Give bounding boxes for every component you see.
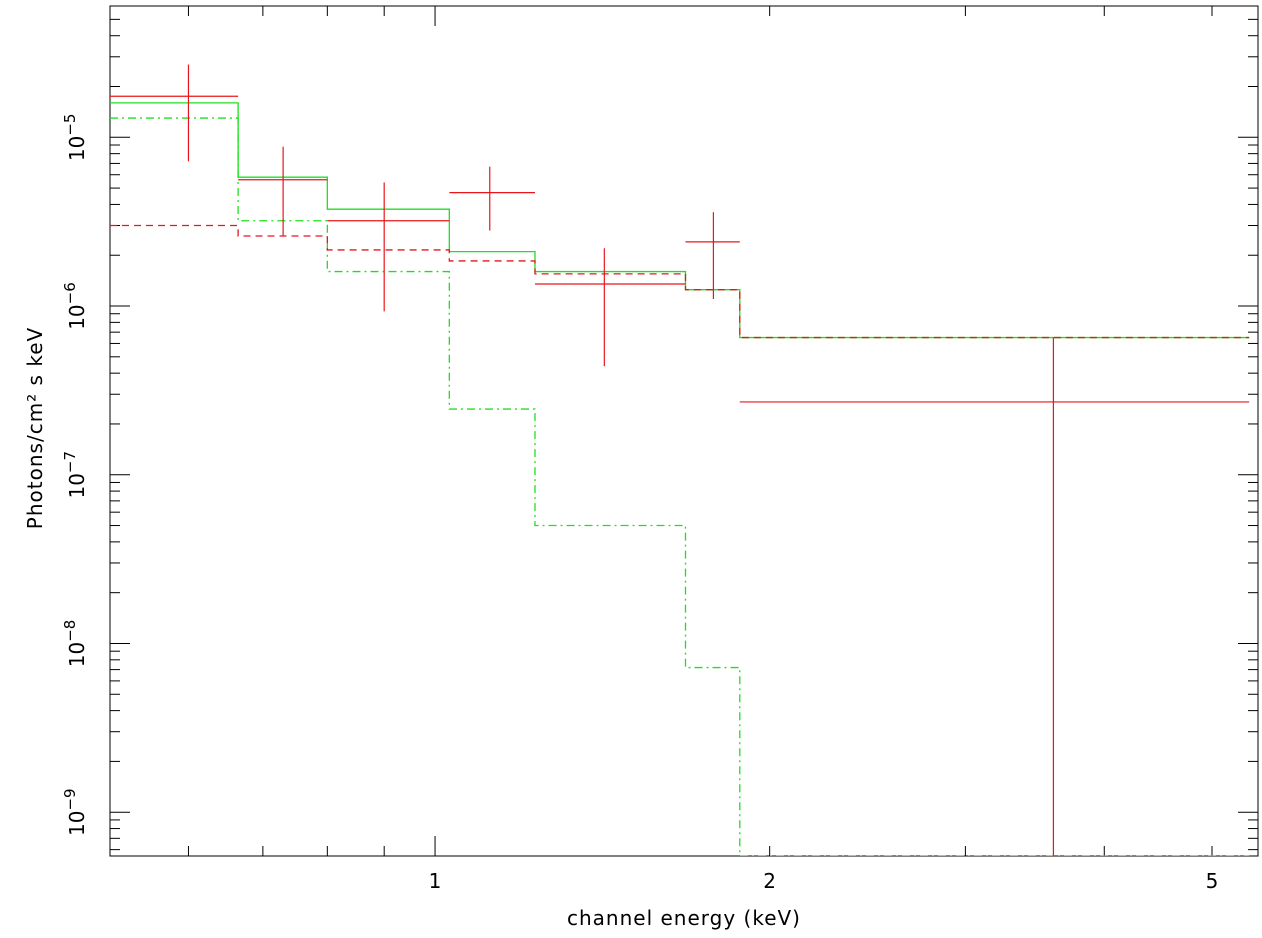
data-point: [327, 182, 450, 312]
y-tick-label: 10−7: [61, 451, 89, 499]
x-tick-label: 5: [1206, 869, 1219, 893]
data-points: [110, 64, 1250, 856]
data-point: [534, 248, 686, 367]
axis-ticks: [110, 6, 1258, 856]
data-point: [238, 146, 328, 237]
plot-frame: [109, 5, 1259, 857]
x-tick-label: 1: [429, 869, 442, 893]
y-tick-label: 10−8: [61, 620, 89, 668]
y-tick-label: 10−5: [61, 114, 89, 162]
data-point: [449, 166, 535, 231]
model-series: [110, 102, 1250, 856]
model-series-1: [110, 117, 1250, 856]
model-series-2: [110, 224, 1250, 339]
tick-labels: 1 2 5 10−9 10−8 10−7 10−6 10−5: [61, 114, 1218, 893]
x-tick-label: 2: [763, 869, 776, 893]
y-tick-label: 10−6: [61, 282, 89, 330]
data-point: [739, 337, 1250, 856]
x-axis-label: channel energy (keV): [567, 906, 801, 930]
y-axis-label: Photons/cm² s keV: [23, 327, 47, 529]
data-point: [110, 64, 239, 162]
y-tick-label: 10−9: [61, 788, 89, 836]
data-point: [685, 212, 740, 300]
